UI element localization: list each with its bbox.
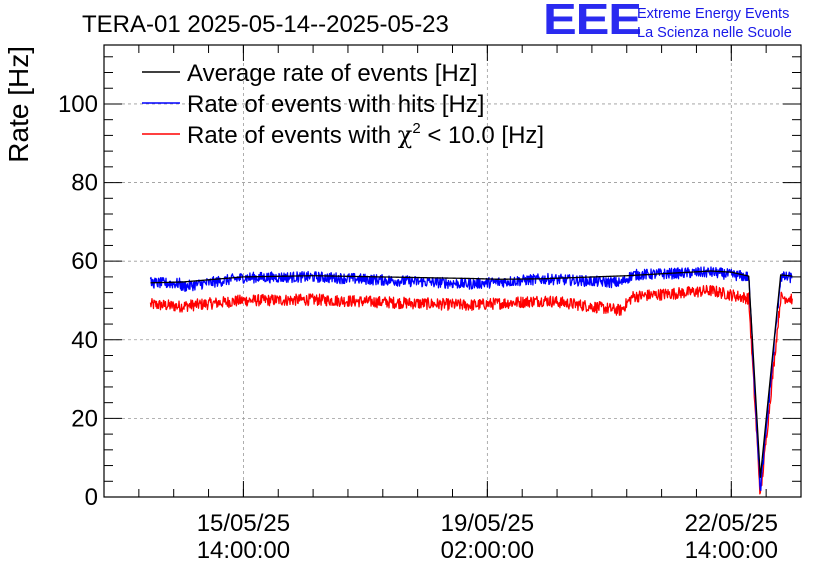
series-line	[149, 266, 793, 492]
legend: Average rate of events [Hz] Rate of even…	[142, 60, 544, 149]
logo-line-1: Extreme Energy Events	[637, 6, 790, 22]
x-tick-label: 15/05/25	[197, 510, 290, 537]
tick-marks	[103, 45, 802, 498]
series-layer	[149, 266, 793, 495]
x-tick-label: 22/05/25	[685, 510, 778, 537]
y-tick-label: 40	[71, 327, 98, 354]
eee-logo-text: Extreme Energy Events La Scienza nelle S…	[637, 5, 792, 43]
logo-line-2: La Scienza nelle Scuole	[637, 25, 792, 41]
x-tick-label: 19/05/25	[441, 510, 534, 537]
legend-chi2-sup: 2	[412, 120, 420, 137]
series-line	[149, 284, 793, 495]
y-axis-label: Rate [Hz]	[3, 46, 34, 163]
legend-label-hits: Rate of events with hits [Hz]	[187, 91, 484, 118]
series-line	[150, 270, 793, 478]
chart-title: TERA-01 2025-05-14--2025-05-23	[82, 11, 449, 38]
y-tick-label: 20	[71, 405, 98, 432]
y-tick-label: 60	[71, 248, 98, 275]
y-tick-label: 100	[58, 91, 98, 118]
gridlines	[104, 45, 801, 497]
legend-chi2-prefix: Rate of events with	[187, 122, 398, 149]
y-tick-label: 80	[71, 170, 98, 197]
x-tick-label-time: 14:00:00	[685, 537, 778, 564]
x-tick-label-time: 02:00:00	[441, 537, 534, 564]
x-tick-label-time: 14:00:00	[197, 537, 290, 564]
legend-chi2-suffix: < 10.0 [Hz]	[421, 122, 544, 149]
legend-label-average: Average rate of events [Hz]	[187, 60, 477, 87]
eee-logo-mark: EEE	[543, 0, 642, 44]
legend-label-chi2: Rate of events with χ2 < 10.0 [Hz]	[187, 120, 544, 149]
y-tick-label: 0	[85, 484, 98, 511]
legend-chi2-chi: χ	[398, 121, 413, 149]
